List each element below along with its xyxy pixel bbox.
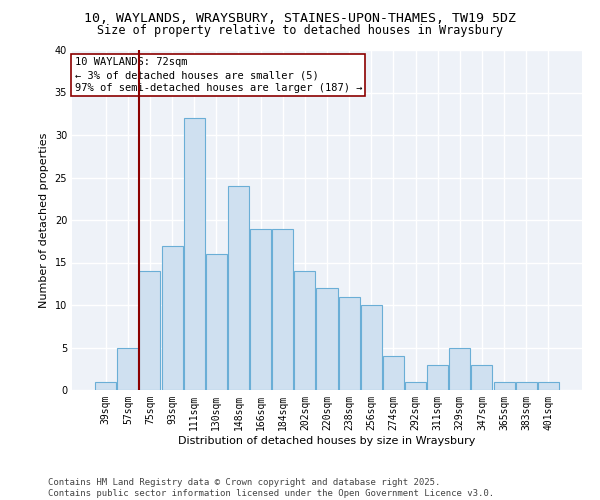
X-axis label: Distribution of detached houses by size in Wraysbury: Distribution of detached houses by size … [178,436,476,446]
Bar [427,364,448,390]
Y-axis label: Number of detached properties: Number of detached properties [39,132,49,308]
Text: 10, WAYLANDS, WRAYSBURY, STAINES-UPON-THAMES, TW19 5DZ: 10, WAYLANDS, WRAYSBURY, STAINES-UPON-TH… [84,12,516,26]
Bar [449,348,470,390]
Bar [139,271,160,390]
Bar [338,296,359,390]
Text: Size of property relative to detached houses in Wraysbury: Size of property relative to detached ho… [97,24,503,37]
Bar [295,271,316,390]
Bar [250,228,271,390]
Bar [515,382,536,390]
Text: Contains HM Land Registry data © Crown copyright and database right 2025.
Contai: Contains HM Land Registry data © Crown c… [48,478,494,498]
Bar [405,382,426,390]
Bar [383,356,404,390]
Bar [206,254,227,390]
Bar [494,382,515,390]
Bar [184,118,205,390]
Bar [538,382,559,390]
Bar [472,364,493,390]
Bar [228,186,249,390]
Bar [118,348,139,390]
Bar [161,246,182,390]
Bar [316,288,338,390]
Bar [361,305,382,390]
Bar [272,228,293,390]
Bar [95,382,116,390]
Text: 10 WAYLANDS: 72sqm
← 3% of detached houses are smaller (5)
97% of semi-detached : 10 WAYLANDS: 72sqm ← 3% of detached hous… [74,57,362,93]
